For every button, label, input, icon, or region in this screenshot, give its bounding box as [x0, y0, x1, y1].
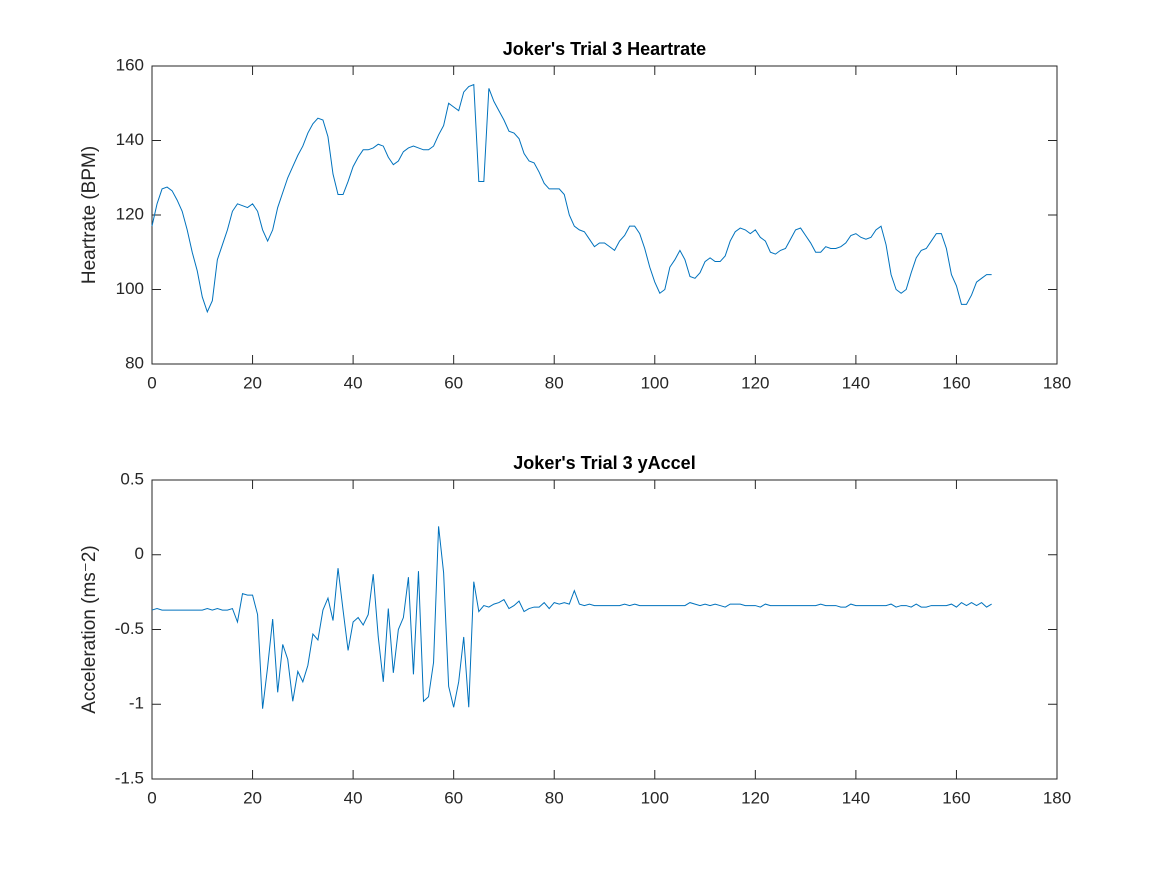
- x-tick-label: 0: [147, 788, 156, 807]
- y-tick-label: 120: [116, 204, 144, 223]
- y-tick-label: -0.5: [115, 619, 144, 638]
- x-tick-label: 0: [147, 373, 156, 392]
- axes-box: [151, 479, 1058, 780]
- data-line: [151, 526, 992, 709]
- x-tick-label: 180: [1043, 373, 1071, 392]
- chart-title: Joker's Trial 3 Heartrate: [503, 39, 706, 59]
- x-tick-label: 40: [344, 373, 363, 392]
- x-tick-label: 20: [243, 373, 262, 392]
- y-tick-label: 160: [116, 55, 144, 74]
- y-tick-label: -1.5: [115, 768, 144, 787]
- x-tick-label: 120: [741, 373, 769, 392]
- x-tick-label: 40: [344, 788, 363, 807]
- y-tick-label: 100: [116, 279, 144, 298]
- y-axis-label: Acceleration (ms⁻2): [79, 545, 100, 713]
- y-tick-label: -1: [129, 694, 144, 713]
- x-tick-label: 60: [444, 373, 463, 392]
- x-tick-label: 160: [942, 788, 970, 807]
- y-tick-label: 0.5: [120, 469, 144, 488]
- x-tick-label: 80: [545, 788, 564, 807]
- x-tick-label: 80: [545, 373, 564, 392]
- axes-box: [151, 65, 1058, 365]
- x-tick-label: 100: [641, 788, 669, 807]
- y-tick-label: 80: [125, 353, 144, 372]
- x-tick-label: 100: [641, 373, 669, 392]
- x-tick-label: 120: [741, 788, 769, 807]
- x-tick-label: 140: [842, 788, 870, 807]
- x-tick-label: 20: [243, 788, 262, 807]
- x-tick-label: 180: [1043, 788, 1071, 807]
- y-tick-label: 0: [135, 544, 144, 563]
- x-tick-label: 160: [942, 373, 970, 392]
- x-tick-label: 140: [842, 373, 870, 392]
- y-axis-label: Heartrate (BPM): [79, 146, 100, 284]
- chart-title: Joker's Trial 3 yAccel: [513, 453, 695, 473]
- y-tick-label: 140: [116, 130, 144, 149]
- data-line: [151, 83, 992, 314]
- x-tick-label: 60: [444, 788, 463, 807]
